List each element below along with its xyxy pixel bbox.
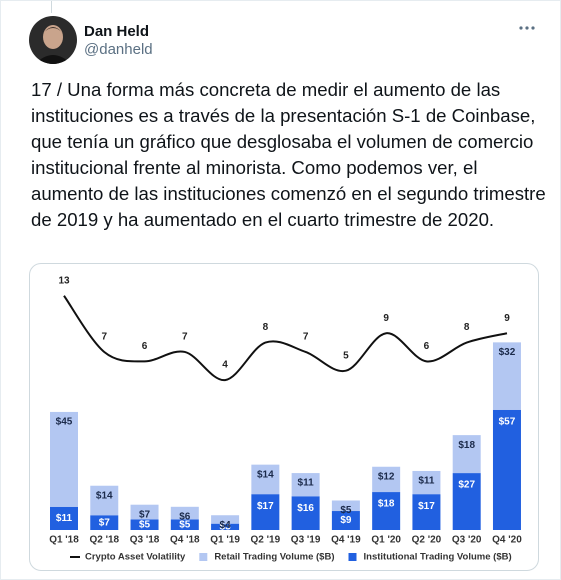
bar-segment bbox=[412, 470, 441, 495]
bar-value-label: $18 bbox=[458, 440, 475, 451]
bar-segment bbox=[90, 485, 119, 516]
x-tick-label: Q3 '19 bbox=[291, 535, 321, 546]
more-button[interactable] bbox=[519, 25, 535, 31]
bar-value-label: $18 bbox=[378, 499, 395, 510]
bar-segment bbox=[50, 411, 78, 507]
author-handle[interactable]: @danheld bbox=[84, 41, 153, 58]
line-value-label: 4 bbox=[222, 360, 228, 371]
line-value-label: 5 bbox=[343, 350, 349, 361]
x-tick-label: Q4 '20 bbox=[492, 535, 522, 546]
bar-value-label: $17 bbox=[418, 501, 435, 512]
author-name[interactable]: Dan Held bbox=[84, 23, 150, 40]
x-tick-label: Q3 '18 bbox=[130, 535, 160, 546]
line-value-label: 7 bbox=[182, 332, 188, 343]
legend-label: Retail Trading Volume ($B) bbox=[214, 552, 334, 563]
bar-value-label: $16 bbox=[297, 503, 314, 514]
x-tick-label: Q2 '19 bbox=[251, 535, 281, 546]
x-tick-label: Q2 '20 bbox=[412, 535, 442, 546]
bar-segment bbox=[372, 466, 401, 493]
tweet-text: 17 / Una forma más concreta de medir el … bbox=[31, 79, 546, 230]
x-tick-label: Q1 '19 bbox=[210, 535, 240, 546]
bar-value-label: $27 bbox=[458, 480, 475, 491]
x-tick-label: Q4 '18 bbox=[170, 535, 200, 546]
bar-segment bbox=[331, 500, 360, 512]
bar-value-label: $14 bbox=[96, 490, 113, 501]
bar-segment bbox=[211, 515, 240, 524]
bar-value-label: $32 bbox=[499, 347, 516, 358]
bar-segment bbox=[90, 515, 119, 530]
legend-swatch bbox=[348, 553, 357, 561]
avatar[interactable] bbox=[29, 16, 77, 64]
bar-value-label: $12 bbox=[378, 471, 395, 482]
x-tick-label: Q1 '20 bbox=[371, 535, 401, 546]
bar-value-label: $17 bbox=[257, 501, 274, 512]
bar-value-label: $57 bbox=[499, 416, 516, 427]
chart: Q1 '18 Q2 '18 Q3 '18 Q4 '18 Q1 '19 Q2 '19 Q3 '… bbox=[49, 275, 522, 563]
bar-value-label: $3 bbox=[220, 521, 232, 532]
thread-line bbox=[51, 1, 52, 13]
line-value-label: 8 bbox=[263, 322, 269, 333]
line-value-label: 7 bbox=[303, 332, 309, 343]
line-value-label: 9 bbox=[383, 313, 389, 324]
legend-label: Crypto Asset Volatility bbox=[85, 552, 186, 563]
bar-segment bbox=[452, 473, 481, 530]
bar-segment bbox=[291, 473, 320, 497]
bar-value-label: $5 bbox=[340, 505, 352, 516]
x-tick-label: Q2 '18 bbox=[89, 535, 119, 546]
bar-segment bbox=[130, 504, 159, 520]
bar-value-label: $7 bbox=[99, 517, 111, 528]
line-value-label: 8 bbox=[464, 322, 470, 333]
legend-swatch bbox=[199, 553, 208, 561]
bar-value-label: $14 bbox=[257, 469, 274, 480]
bar-segment bbox=[251, 494, 280, 530]
bar-value-label: $9 bbox=[340, 515, 352, 526]
bar-segment bbox=[50, 506, 78, 530]
bar-segment bbox=[331, 511, 360, 530]
chart-card[interactable]: Q1 '18 Q2 '18 Q3 '18 Q4 '18 Q1 '19 Q2 '19 Q3 '… bbox=[29, 263, 539, 571]
bar-value-label: $4 bbox=[220, 520, 232, 531]
line-value-label: 13 bbox=[58, 275, 70, 286]
x-tick-label: Q3 '20 bbox=[452, 535, 482, 546]
bar-value-label: $11 bbox=[56, 513, 73, 524]
bar-value-label: $11 bbox=[298, 478, 315, 489]
bar-segment bbox=[170, 506, 199, 520]
bar-value-label: $7 bbox=[139, 509, 151, 520]
x-tick-label: Q1 '18 bbox=[49, 535, 79, 546]
bar-segment bbox=[130, 519, 159, 530]
bar-value-label: $6 bbox=[179, 511, 191, 522]
line-value-label: 6 bbox=[424, 341, 430, 352]
bar-value-label: $5 bbox=[179, 519, 191, 530]
line-value-label: 7 bbox=[101, 332, 107, 343]
bar-value-label: $5 bbox=[139, 519, 151, 530]
bar-segment bbox=[412, 494, 441, 530]
bar-segment bbox=[492, 409, 521, 530]
line-value-label: 6 bbox=[142, 341, 148, 352]
volatility-line bbox=[63, 295, 508, 382]
bar-value-label: $11 bbox=[418, 476, 435, 487]
bar-segment bbox=[452, 435, 481, 474]
legend-label: Institutional Trading Volume ($B) bbox=[364, 552, 512, 563]
bar-segment bbox=[291, 496, 320, 530]
bar-segment bbox=[372, 492, 401, 530]
bar-value-label: $45 bbox=[56, 417, 73, 428]
bar-segment bbox=[492, 342, 521, 410]
x-tick-label: Q4 '19 bbox=[331, 535, 361, 546]
bar-segment bbox=[170, 519, 199, 530]
bar-segment bbox=[251, 464, 280, 495]
line-value-label: 9 bbox=[504, 313, 510, 324]
bar-segment bbox=[211, 523, 240, 530]
